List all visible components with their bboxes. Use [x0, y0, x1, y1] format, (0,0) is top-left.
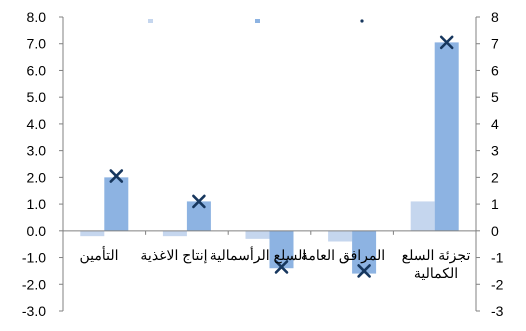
legend	[148, 19, 364, 23]
left-tick-label: 4.0	[27, 116, 47, 132]
legend-swatch	[255, 19, 260, 23]
bar	[352, 230, 377, 274]
left-tick-label: 0.0	[27, 223, 47, 239]
category-label: إنتاج الاغذية	[140, 247, 207, 264]
right-tick-label: 0	[491, 223, 499, 239]
category-label: المرافق العامة	[301, 247, 385, 264]
left-tick-label: -3.0	[22, 303, 46, 319]
left-tick-label: 8.0	[27, 9, 47, 25]
right-tick-label: -3	[491, 303, 504, 319]
left-tick-label: 6.0	[27, 62, 47, 78]
right-tick-label: 5	[491, 89, 499, 105]
data-point-marker	[439, 35, 454, 50]
bar	[245, 230, 270, 239]
data-point-marker	[192, 194, 206, 209]
right-tick-label: 8	[491, 9, 499, 25]
category-label: تجزئة السلع الكمالية	[402, 247, 471, 281]
bar	[328, 230, 353, 242]
ticks-layer: 8.0 8 7.0 7 6.0 6 5.0 5 4.0 4 3.0 3 2.0 2 1.0 1 0.0 0 -1.0…	[22, 9, 504, 319]
right-tick-label: 1	[491, 196, 499, 212]
axis-layer	[62, 17, 477, 311]
bars-layer	[80, 42, 459, 274]
left-tick-label: 5.0	[27, 89, 47, 105]
right-tick-label: -2	[491, 276, 504, 292]
bar	[186, 201, 211, 231]
category-label: السلع الرأسمالية	[210, 245, 306, 264]
left-tick-label: 2.0	[27, 169, 47, 185]
data-point-marker	[274, 260, 289, 274]
markers-layer	[109, 35, 454, 278]
right-tick-label: 2	[491, 169, 499, 185]
right-tick-label: -1	[491, 250, 504, 266]
category-label: التأمين	[79, 245, 118, 264]
bar	[410, 201, 435, 231]
legend-swatch	[360, 19, 364, 23]
legend-swatch	[148, 19, 153, 23]
data-point-marker	[357, 264, 371, 278]
bar	[269, 230, 294, 269]
right-tick-label: 3	[491, 143, 499, 159]
bar	[162, 230, 187, 237]
left-tick-label: 7.0	[27, 36, 47, 52]
bar	[434, 42, 459, 231]
right-tick-label: 4	[491, 116, 499, 132]
bar	[104, 177, 129, 231]
right-tick-label: 6	[491, 62, 499, 78]
left-tick-label: 3.0	[27, 143, 47, 159]
left-tick-label: -1.0	[22, 250, 46, 266]
bar	[80, 230, 105, 237]
left-tick-label: 1.0	[27, 196, 47, 212]
data-point-marker	[109, 169, 124, 183]
left-tick-label: -2.0	[22, 276, 46, 292]
right-tick-label: 7	[491, 36, 499, 52]
